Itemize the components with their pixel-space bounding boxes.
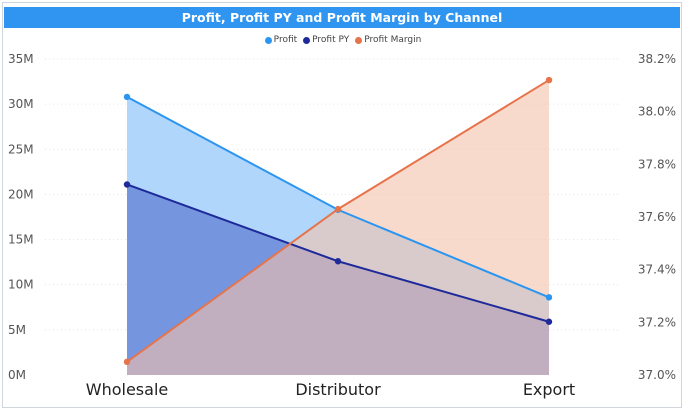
area-profit-margin xyxy=(127,80,549,376)
x-axis: Wholesale Distributor Export xyxy=(86,380,575,399)
legend: Profit Profit PY Profit Margin xyxy=(0,33,686,47)
legend-label-profit: Profit xyxy=(273,35,298,45)
right-tick-label: 37.8% xyxy=(638,157,676,171)
point-profit[interactable] xyxy=(123,93,131,101)
right-tick-label: 37.2% xyxy=(638,315,676,329)
legend-item-profit[interactable]: Profit xyxy=(264,35,298,45)
chart-title: Profit, Profit PY and Profit Margin by C… xyxy=(4,7,680,28)
left-tick-label: 10M xyxy=(8,278,34,292)
right-tick-label: 37.0% xyxy=(638,368,676,382)
legend-item-profit-margin[interactable]: Profit Margin xyxy=(355,35,421,45)
category-label: Export xyxy=(523,380,575,399)
right-tick-label: 37.6% xyxy=(638,210,676,224)
legend-item-profit-py[interactable]: Profit PY xyxy=(303,35,349,45)
point-profit[interactable] xyxy=(545,294,553,301)
area-layer xyxy=(127,80,549,376)
legend-label-profit-margin: Profit Margin xyxy=(364,35,422,45)
legend-marker-profit-margin xyxy=(355,36,363,44)
right-tick-label: 38.0% xyxy=(638,105,676,119)
point-profit-margin[interactable] xyxy=(334,205,342,213)
category-label: Wholesale xyxy=(86,380,168,399)
right-axis: 37.0% 37.2% 37.4% 37.6% 37.8% 38.0% 38.2% xyxy=(638,52,676,382)
point-profit-margin[interactable] xyxy=(545,76,553,84)
point-profit-margin[interactable] xyxy=(123,358,131,366)
left-tick-label: 15M xyxy=(8,233,34,247)
point-profit-py[interactable] xyxy=(545,318,553,325)
legend-label-profit-py: Profit PY xyxy=(312,35,350,45)
right-tick-label: 38.2% xyxy=(638,52,676,66)
left-tick-label: 20M xyxy=(8,187,34,201)
point-layer xyxy=(123,76,553,366)
legend-marker-profit xyxy=(264,36,272,44)
right-tick-label: 37.4% xyxy=(638,263,676,277)
left-tick-label: 0M xyxy=(8,368,26,382)
left-tick-label: 30M xyxy=(8,97,34,111)
point-profit-py[interactable] xyxy=(123,181,131,188)
left-tick-label: 35M xyxy=(8,52,34,66)
point-profit-py[interactable] xyxy=(334,258,342,265)
left-tick-label: 5M xyxy=(8,323,26,337)
left-axis: 0M 5M 10M 15M 20M 25M 30M 35M xyxy=(8,52,34,382)
legend-marker-profit-py xyxy=(303,36,311,44)
category-label: Distributor xyxy=(295,380,381,399)
left-tick-label: 25M xyxy=(8,142,34,156)
